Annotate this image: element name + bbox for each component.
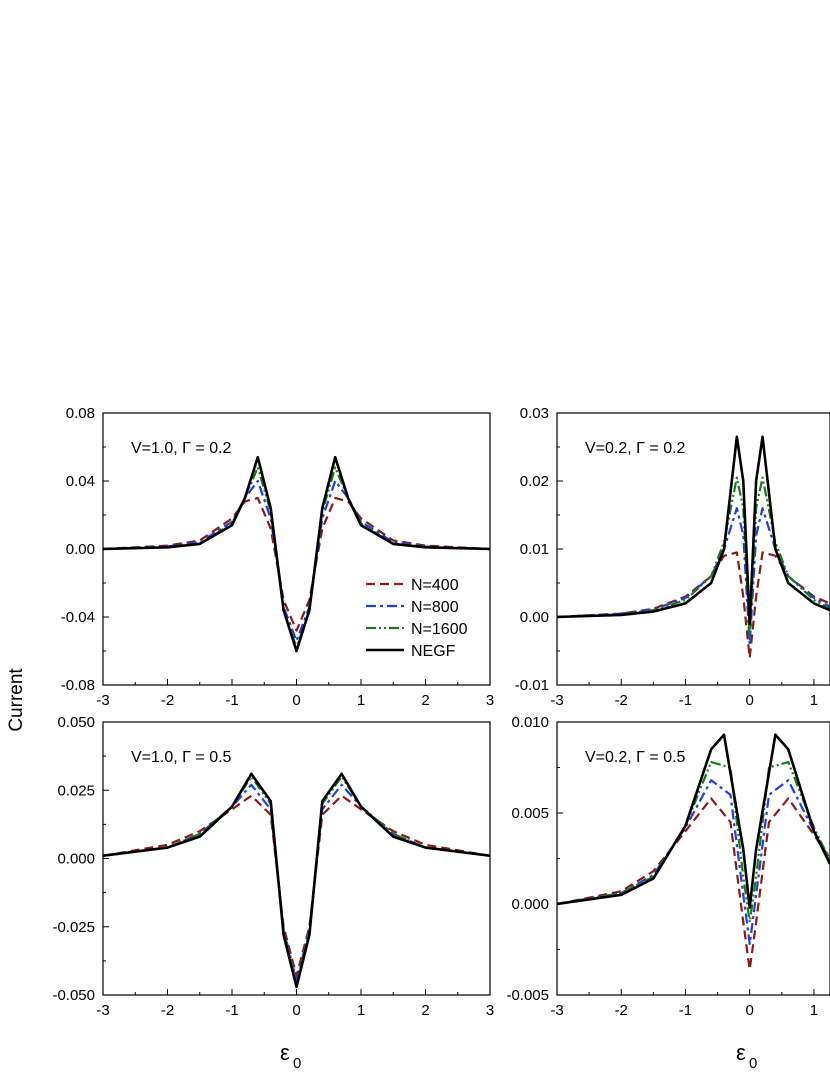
y-axis-label: Current [6, 668, 27, 732]
x-tick-label: -3 [550, 1002, 563, 1019]
x-tick-label: -1 [679, 692, 692, 709]
series-line-n-800 [103, 479, 490, 642]
y-tick-label: 0.04 [66, 473, 95, 490]
x-tick-label: 1 [810, 692, 818, 709]
legend-label-n-800: N=800 [411, 599, 459, 616]
x-tick-label: 1 [810, 1002, 818, 1019]
y-tick-label: 0.025 [57, 782, 95, 799]
panel-bottom-right: -3 -2 -1 0 1 -0.005 0.000 0.005 0.010 V=0.2, Γ = … [506, 714, 830, 1019]
x-tick-label: 2 [421, 692, 429, 709]
x-axis-label-right: ε 0 [736, 1040, 757, 1072]
x-tick-label: -3 [550, 692, 563, 709]
panel-top-left: -3 -2 -1 0 1 2 3 -0.08 -0.04 0.00 0.04 0.08 V=1.0, Γ… [61, 405, 494, 709]
x-tick-label: -1 [679, 1002, 692, 1019]
x-tick-label: 0 [746, 1002, 754, 1019]
y-tick-label: 0.00 [520, 609, 549, 626]
y-tick-label: 0.01 [520, 541, 549, 558]
y-tick-label: 0.010 [511, 714, 549, 731]
panel-annotation: V=0.2, Γ = 0.2 [585, 440, 686, 457]
panel-bottom-left: -3 -2 -1 0 1 2 3 -0.050 -0.025 0.000 0.025 0.050 V=1… [52, 714, 494, 1019]
x-tick-label: 0 [292, 1002, 300, 1019]
y-tick-label: -0.04 [61, 609, 95, 626]
series-line-n-400 [103, 496, 490, 632]
x-axis-label-right-main: ε [736, 1040, 746, 1065]
legend-label-negf: NEGF [411, 643, 456, 660]
legend: N=400 N=800 N=1600 NEGF [366, 577, 468, 660]
x-tick-label: -1 [225, 1002, 238, 1019]
x-tick-label: 1 [357, 692, 365, 709]
series-line-n-400 [557, 797, 830, 971]
series-line-negf [103, 455, 490, 653]
panel-annotation: V=1.0, Γ = 0.5 [131, 749, 232, 766]
y-tick-label: 0.000 [511, 896, 549, 913]
x-tick-label: 3 [486, 1002, 494, 1019]
y-tick-label: -0.050 [52, 987, 95, 1004]
panel-annotation: V=1.0, Γ = 0.2 [131, 440, 232, 457]
series-line-negf [103, 772, 490, 989]
panel-annotation: V=0.2, Γ = 0.5 [585, 749, 686, 766]
y-tick-label: 0.00 [66, 541, 95, 558]
series-line-n-1600 [103, 775, 490, 986]
legend-label-n-400: N=400 [411, 577, 459, 594]
series-group [557, 733, 830, 971]
y-tick-label: 0.08 [66, 405, 95, 422]
y-tick-label: -0.025 [52, 919, 95, 936]
y-tick-label: -0.005 [506, 987, 549, 1004]
x-tick-label: 0 [292, 692, 300, 709]
y-tick-label: 0.005 [511, 805, 549, 822]
y-tick-label: 0.03 [520, 405, 549, 422]
series-line-negf [557, 733, 830, 909]
series-line-n-1600 [557, 476, 830, 639]
series-line-n-800 [103, 783, 490, 983]
y-tick-label: 0.000 [57, 851, 95, 868]
x-tick-label: -2 [161, 692, 174, 709]
x-tick-label: -2 [615, 1002, 628, 1019]
x-tick-label: 0 [746, 692, 754, 709]
y-tick-label: -0.08 [61, 677, 95, 694]
series-line-n-800 [557, 779, 830, 946]
x-axis-label-left: ε 0 [280, 1040, 301, 1072]
series-line-n-400 [557, 551, 830, 659]
x-tick-label: -3 [96, 692, 109, 709]
series-group [103, 455, 490, 653]
x-tick-label: 3 [486, 692, 494, 709]
series-line-negf [557, 435, 830, 626]
x-tick-label: 1 [357, 1002, 365, 1019]
x-axis-label-left-main: ε [280, 1040, 290, 1065]
series-group [557, 435, 830, 659]
legend-label-n-1600: N=1600 [411, 621, 468, 638]
y-tick-label: 0.050 [57, 714, 95, 731]
x-tick-label: -3 [96, 1002, 109, 1019]
series-group [103, 772, 490, 989]
series-line-n-400 [103, 794, 490, 977]
y-tick-label: 0.02 [520, 473, 549, 490]
y-tick-label: -0.01 [515, 677, 549, 694]
x-axis-label-left-sub: 0 [293, 1055, 301, 1072]
x-tick-label: -1 [225, 692, 238, 709]
x-tick-label: -2 [161, 1002, 174, 1019]
x-axis-label-right-sub: 0 [749, 1055, 757, 1072]
x-tick-label: 2 [421, 1002, 429, 1019]
panel-top-right: -3 -2 -1 0 1 -0.01 0.00 0.01 0.02 0.03 V=0.2, Γ = … [515, 405, 830, 709]
x-tick-label: -2 [615, 692, 628, 709]
